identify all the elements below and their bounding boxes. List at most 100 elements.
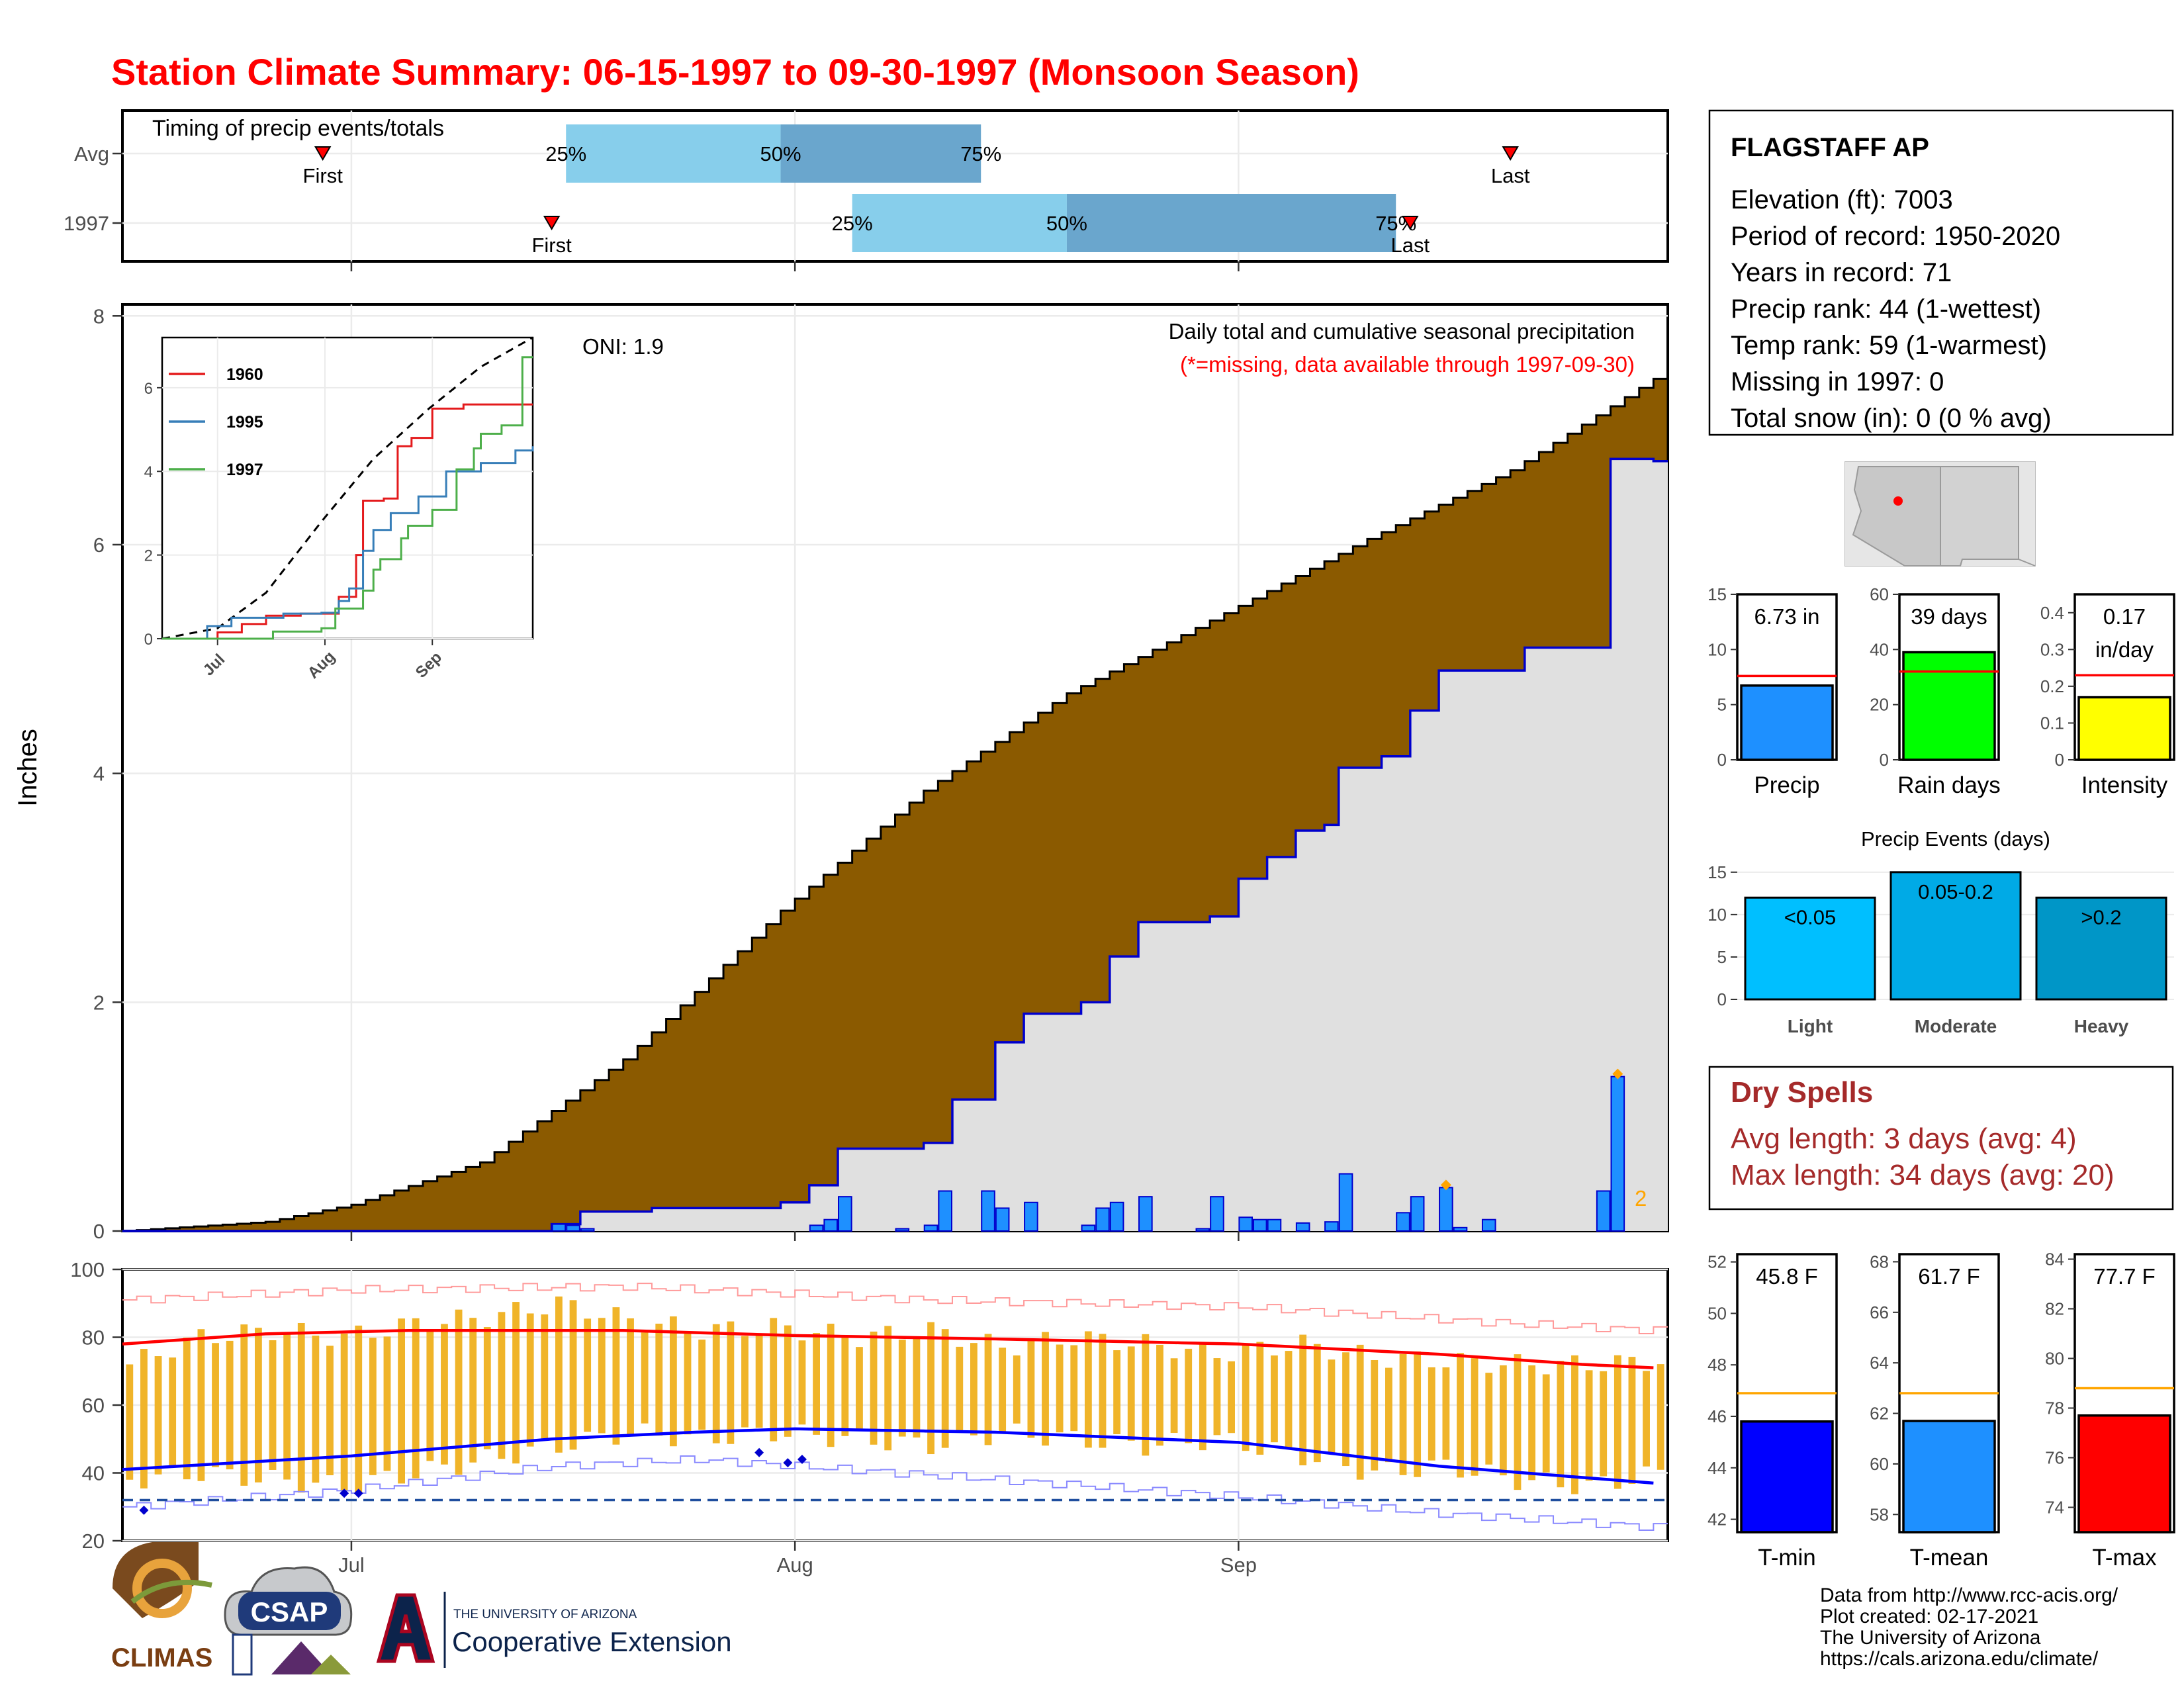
timing-panel: Timing of precip events/totals Avg 25% 50%… (64, 109, 1669, 263)
timing-last-marker (1502, 146, 1519, 161)
daily-temp-bar (1199, 1342, 1206, 1451)
daily-temp-bar (312, 1336, 320, 1483)
events-bar-moderate (1889, 871, 2022, 1001)
timing-q50-label: 50% (1046, 212, 1087, 235)
precip-y-tick-label: 5 (1717, 695, 1727, 715)
daily-precip-bar (551, 1223, 567, 1232)
daily-temp-bar (1356, 1344, 1364, 1480)
daily-temp-bar (1485, 1373, 1493, 1465)
intensity-value-label: 0.17 (2103, 604, 2146, 629)
ua-logo-line2: Cooperative Extension (452, 1626, 732, 1657)
timing-q50-label: 50% (760, 142, 801, 165)
x-tick-label: Aug (777, 1553, 813, 1577)
missing-count: 2 (1635, 1186, 1647, 1211)
precip-y-tick-label: 15 (1707, 584, 1727, 604)
daily-temp-bar (627, 1318, 634, 1434)
daily-temp-bar (727, 1321, 735, 1444)
timing-q50-q75-bar (1066, 194, 1396, 252)
x-tick-label: Jul (338, 1553, 365, 1577)
temp-record-marker (139, 1505, 149, 1515)
daily-temp-bar (483, 1327, 491, 1449)
timing-first-marker (543, 216, 561, 230)
daily-temp-bar (1499, 1365, 1507, 1476)
daily-temp-bar (383, 1336, 391, 1471)
daily-temp-bar (655, 1323, 663, 1436)
tmean-y-tick-label: 64 (1870, 1353, 1889, 1373)
daily-temp-bar (412, 1318, 420, 1479)
daily-temp-bar (669, 1316, 677, 1447)
daily-temp-bar (684, 1332, 692, 1435)
tmin-y-tick-label: 44 (1707, 1458, 1727, 1478)
avg-tmin-line (122, 1427, 1654, 1485)
climas-logo: CLIMAS (111, 1542, 212, 1672)
daily-temp-bar (884, 1326, 892, 1451)
daily-temp-bar (1442, 1367, 1450, 1460)
station-name: FLAGSTAFF AP (1731, 133, 1929, 162)
daily-temp-bar (1428, 1367, 1435, 1461)
daily-temp-bar (870, 1331, 878, 1445)
events-bar-heavy (2035, 896, 2167, 1001)
daily-temp-bar (140, 1349, 148, 1488)
tmin-y-tick-label: 52 (1707, 1252, 1727, 1272)
daily-temp-bar (1457, 1353, 1464, 1478)
tmin-value-label: 45.8 F (1756, 1264, 1818, 1289)
inset-legend-label-1960: 1960 (226, 365, 263, 384)
precip-y-tick-label: 0 (1717, 750, 1727, 770)
precip-y-axis-title: Inches (13, 729, 42, 807)
summary-bar-panels: 0 5 10 15 6.73 in Precip 0 20 40 60 39 days Rain da… (1707, 584, 2175, 1571)
daily-temp-bar (827, 1324, 835, 1447)
daily-temp-bar (770, 1318, 778, 1441)
timing-panel-label: Timing of precip events/totals (152, 116, 444, 141)
daily-temp-bar (398, 1318, 406, 1484)
daily-temp-bar (426, 1331, 434, 1461)
temp-y-tick-label: 40 (82, 1462, 105, 1485)
timing-q25-label: 25% (545, 142, 586, 165)
events-bar-label: >0.2 (2081, 905, 2121, 929)
daily-precip-bar (1195, 1228, 1210, 1232)
credit-url: https://cals.arizona.edu/climate/ (1820, 1648, 2099, 1670)
daily-temp-bar (584, 1318, 592, 1432)
timing-q25-label: 25% (832, 212, 873, 235)
daily-temp-bar (1027, 1340, 1035, 1438)
tmean-y-tick-label: 62 (1870, 1404, 1889, 1424)
precip-subtitle: Daily total and cumulative seasonal prec… (1169, 319, 1635, 343)
daily-temp-bar (254, 1328, 262, 1483)
daily-temp-bar (1185, 1348, 1193, 1443)
dry-spells-title: Dry Spells (1731, 1076, 1873, 1109)
precip-x-label: Precip (1754, 772, 1819, 798)
events-x-label: Light (1788, 1016, 1833, 1036)
daily-temp-bar (1113, 1350, 1121, 1434)
timing-first-marker (314, 146, 332, 161)
intensity-y-tick-label: 0.2 (2040, 676, 2064, 696)
oni-label: ONI: 1.9 (582, 334, 664, 359)
dry-spells-avg: Avg length: 3 days (avg: 4) (1731, 1122, 2077, 1155)
precip-y-tick-label: 10 (1707, 639, 1727, 659)
daily-temp-bar (941, 1329, 949, 1448)
record-low-line (122, 1455, 1668, 1531)
events-y-tick-label: 10 (1707, 905, 1727, 925)
daily-temp-bar (1342, 1352, 1349, 1467)
rain_days-value-label: 39 days (1911, 604, 1987, 629)
daily-temp-bar (1256, 1342, 1264, 1455)
timing-q25-q50-bar (852, 194, 1067, 252)
rain_days-y-tick-label: 60 (1870, 584, 1889, 604)
events-bar-label: 0.05-0.2 (1918, 880, 1993, 903)
tmin-bar (1740, 1420, 1834, 1533)
temp-record-marker (353, 1488, 363, 1498)
daily-temp-bar (1371, 1359, 1379, 1471)
daily-temp-bar (441, 1324, 448, 1465)
tmax-y-tick-label: 78 (2045, 1398, 2064, 1418)
events-x-label: Heavy (2074, 1016, 2129, 1036)
daily-precip-bar (1439, 1187, 1453, 1232)
daily-temp-bar (841, 1337, 849, 1436)
daily-precip-bar (809, 1224, 824, 1232)
temp-record-marker (797, 1455, 807, 1464)
precip-y-tick-label: 4 (93, 762, 105, 786)
timing-row-label: Avg (74, 142, 109, 165)
tmin-y-tick-label: 46 (1707, 1406, 1727, 1426)
daily-temp-bar (898, 1340, 906, 1437)
daily-temp-bar (1013, 1355, 1021, 1424)
